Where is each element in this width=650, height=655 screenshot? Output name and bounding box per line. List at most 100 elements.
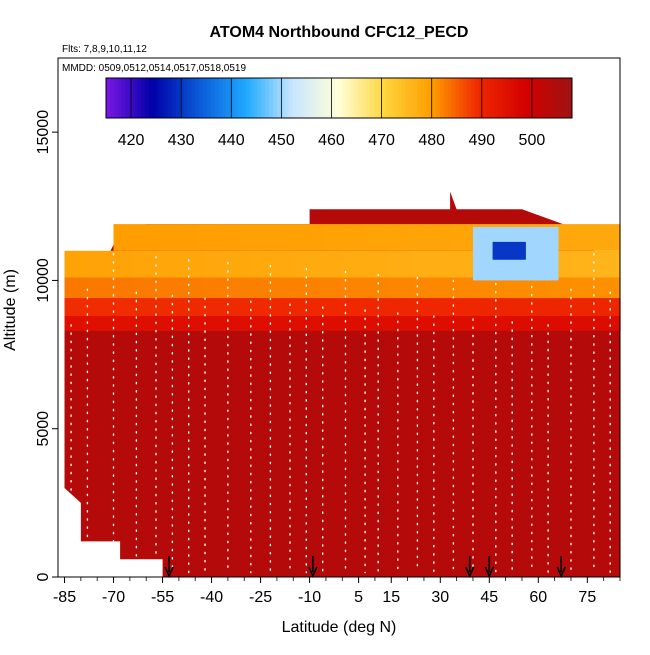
colorbar-cell [272,78,278,118]
colorbar-cell [533,78,538,118]
colorbar-cell [370,78,375,118]
heat-cell [495,241,498,260]
heat-cell [226,316,251,331]
colorbar-cell [342,78,348,118]
colorbar-tick-label: 470 [368,132,395,149]
colorbar-cell [401,78,406,118]
profile-arrow-head [556,566,566,578]
heat-cell [481,316,505,331]
heat-cell [249,298,274,316]
colorbar-cell [486,78,491,118]
colorbar-cell [339,78,344,118]
heat-cell [430,224,452,251]
colorbar-cell [428,78,433,118]
heat-cell [527,277,552,299]
heat-cell [598,224,621,251]
colorbar-tick-label: 430 [168,132,195,149]
colorbar-cell [296,78,301,118]
heat-cell [219,224,241,251]
y-tick-label: 0 [35,572,52,581]
colorbar-cell [548,78,554,118]
colorbar-cell [354,78,359,118]
colorbar-cell [362,78,367,118]
heat-cell [180,277,204,299]
colorbar-cell [397,78,402,118]
colorbar-cell [405,78,410,118]
heat-cell [596,250,621,278]
heat-cell [342,277,366,299]
colorbar-cell [490,78,495,118]
colorbar-tick-label: 460 [318,132,345,149]
colorbar-cell [191,78,196,118]
colorbar-cell [346,78,352,118]
x-tick-label: -40 [200,589,223,606]
heat-cell [365,277,390,299]
heat-cell [272,250,297,278]
heat-cell [411,277,436,299]
heat-cell [507,241,510,260]
heat-cell [87,277,112,299]
heat-cell [319,250,343,278]
heat-cell [577,224,600,251]
heat-cell [319,298,343,316]
colorbar-cell [164,78,169,118]
colorbar: 420 430 440 450 460 470 480 490 500 [105,77,573,149]
colorbar-cell [304,78,309,118]
x-tick-label: 45 [480,589,498,606]
profile-arrow-head [308,566,318,578]
colorbar-cell [195,78,200,118]
colorbar-cell [471,78,476,118]
heat-cell [513,241,515,260]
x-tick-label: 60 [529,589,547,606]
colorbar-cell [241,78,247,118]
heat-cell [498,241,500,260]
heat-cell [388,316,413,331]
heat-cell [503,241,506,260]
colorbar-cell [276,78,282,118]
colorbar-cell [152,78,157,118]
colorbar-frame [105,77,573,119]
heat-cell [203,298,228,316]
heat-cell [518,241,521,260]
heat-cell [473,227,478,281]
colorbar-cell [436,78,441,118]
colorbar-cell [420,78,425,118]
heat-cell [458,316,482,331]
colorbar-cell [498,78,503,118]
colorbar-cell [121,78,126,118]
colorbar-cell [327,78,332,118]
flights-note: Flts: 7,8,9,10,11,12 [62,44,147,55]
colorbar-cell [133,78,138,118]
colorbar-cell [292,78,297,118]
heat-cell [521,241,524,260]
heat-cell [434,250,459,278]
colorbar-cell [175,78,181,118]
colorbar-cell [125,78,130,118]
colorbar-tick-label: 440 [218,132,245,149]
heat-cell [226,298,251,316]
colorbar-tick-label: 450 [268,132,295,149]
colorbar-cell [214,78,220,118]
colorbar-cell [389,78,394,118]
colorbar-cell [109,78,115,118]
colorbar-cell [474,78,480,118]
heat-cell [508,241,511,260]
heat-cell [87,250,112,278]
colorbar-cell [525,78,530,118]
heat-cell [543,227,548,281]
heat-cell [157,250,181,278]
colorbar-cell [172,78,177,118]
heat-cell [523,241,526,260]
heat-cell [388,277,413,299]
colorbar-cell [203,78,208,118]
x-tick-label: -25 [249,589,272,606]
heat-cell [536,227,541,281]
heat-cell [573,277,598,299]
heat-cell [176,224,199,251]
colorbar-cell [432,78,437,118]
colorbar-cell [307,78,313,118]
heat-cell [550,298,575,316]
heat-cell [319,316,343,331]
colorbar-cell [540,78,546,118]
colorbar-cell [245,78,251,118]
